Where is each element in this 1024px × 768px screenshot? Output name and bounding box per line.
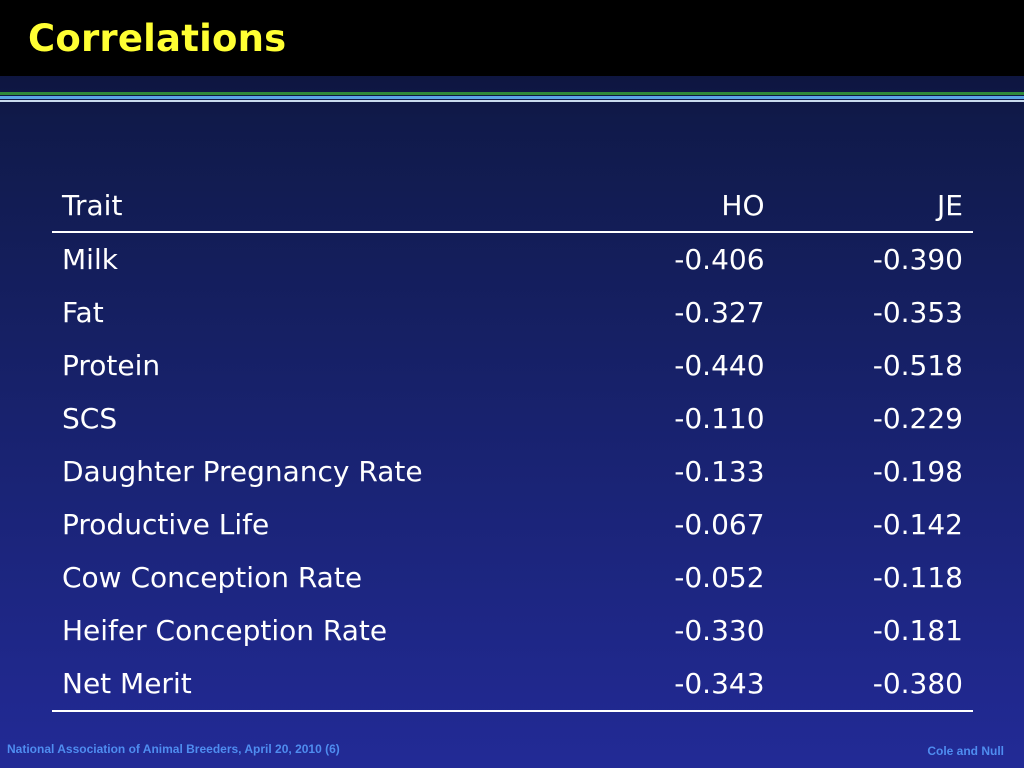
cell-trait: Heifer Conception Rate: [62, 614, 388, 647]
header-trait: Trait: [52, 180, 564, 233]
table-row: Cow Conception Rate -0.052 -0.118: [52, 551, 973, 604]
cell-je: -0.198: [872, 455, 963, 488]
cell-trait: Productive Life: [62, 508, 270, 541]
table-row: Fat -0.327 -0.353: [52, 286, 973, 339]
cell-je: -0.353: [872, 296, 963, 329]
cell-je: -0.142: [872, 508, 963, 541]
cell-je: -0.118: [872, 561, 963, 594]
cell-ho: -0.052: [674, 561, 765, 594]
cell-ho: -0.406: [674, 243, 765, 276]
cell-trait: Protein: [62, 349, 161, 382]
title-bar: Correlations: [0, 0, 1024, 76]
title-divider-green: [0, 92, 1024, 95]
title-divider-light: [0, 100, 1024, 102]
cell-ho: -0.110: [674, 402, 765, 435]
table-row: Net Merit -0.343 -0.380: [52, 657, 973, 712]
cell-trait: Net Merit: [52, 657, 564, 712]
table-header-row: Trait HO JE: [52, 180, 973, 233]
header-ho: HO: [563, 180, 775, 233]
cell-trait: Fat: [62, 296, 104, 329]
cell-trait: SCS: [62, 402, 118, 435]
header-je: JE: [774, 180, 973, 233]
table-row: Productive Life -0.067 -0.142: [52, 498, 973, 551]
cell-trait: Cow Conception Rate: [62, 561, 363, 594]
cell-trait: Milk: [62, 243, 118, 276]
cell-je: -0.229: [872, 402, 963, 435]
footer-authors: Cole and Null: [927, 744, 1004, 758]
slide-title: Correlations: [28, 17, 287, 60]
table-row: Daughter Pregnancy Rate -0.133 -0.198: [52, 445, 973, 498]
cell-ho: -0.067: [674, 508, 765, 541]
cell-je: -0.181: [872, 614, 963, 647]
table-row: SCS -0.110 -0.229: [52, 392, 973, 445]
cell-je: -0.390: [872, 243, 963, 276]
cell-ho: -0.133: [674, 455, 765, 488]
table-row: Protein -0.440 -0.518: [52, 339, 973, 392]
footer-citation: National Association of Animal Breeders,…: [7, 742, 340, 756]
cell-ho: -0.330: [674, 614, 765, 647]
table-row: Heifer Conception Rate -0.330 -0.181: [52, 604, 973, 657]
cell-ho: -0.343: [563, 657, 775, 712]
cell-ho: -0.327: [674, 296, 765, 329]
cell-trait: Daughter Pregnancy Rate: [62, 455, 423, 488]
table-row: Milk -0.406 -0.390: [52, 232, 973, 286]
title-divider-blue: [0, 96, 1024, 99]
correlations-table: Trait HO JE Milk -0.406 -0.390 Fat -0.32…: [52, 180, 973, 712]
cell-je: -0.518: [872, 349, 963, 382]
cell-je: -0.380: [774, 657, 973, 712]
cell-ho: -0.440: [674, 349, 765, 382]
